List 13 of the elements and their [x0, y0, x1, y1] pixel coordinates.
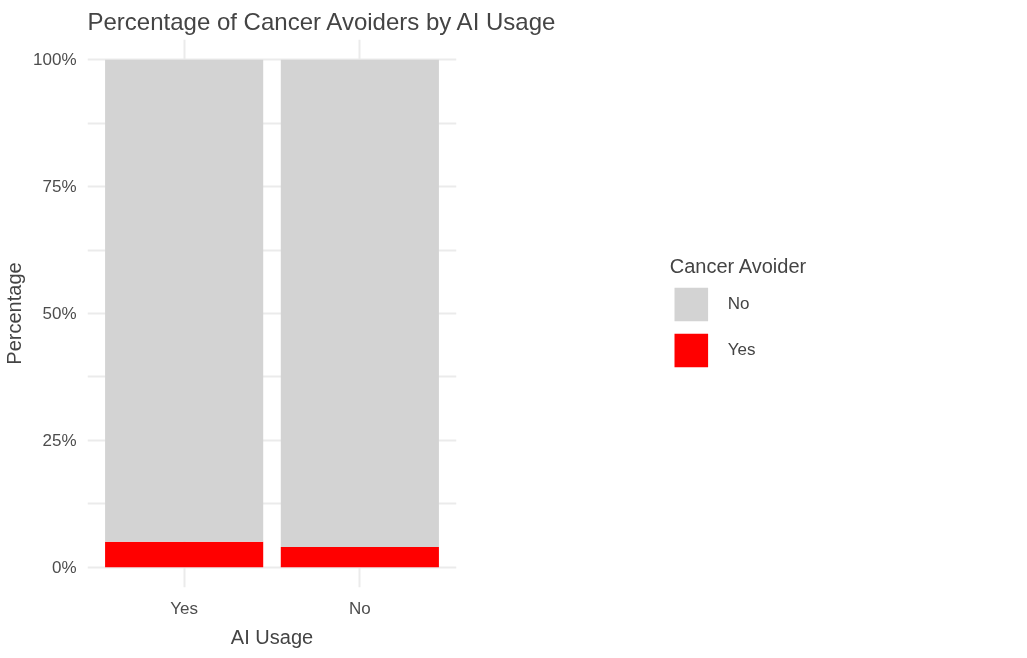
y-tick-label: 0% [51, 557, 77, 577]
y-tick-label: 50% [42, 304, 77, 323]
legend-label: Yes [727, 340, 756, 360]
y-tick-label: 25% [42, 430, 77, 450]
x-axis-title: AI Usage [230, 625, 314, 648]
chart-title: Percentage of Cancer Avoiders by AI Usage [87, 7, 556, 35]
legend-label: No [727, 294, 750, 314]
y-tick-label: 75% [42, 177, 77, 197]
y-tick-label: 100% [33, 50, 77, 70]
legend-title: Cancer Avoider [669, 255, 807, 278]
bar [280, 546, 439, 568]
y-axis-title: Percentage [3, 262, 26, 365]
bar [105, 541, 264, 568]
